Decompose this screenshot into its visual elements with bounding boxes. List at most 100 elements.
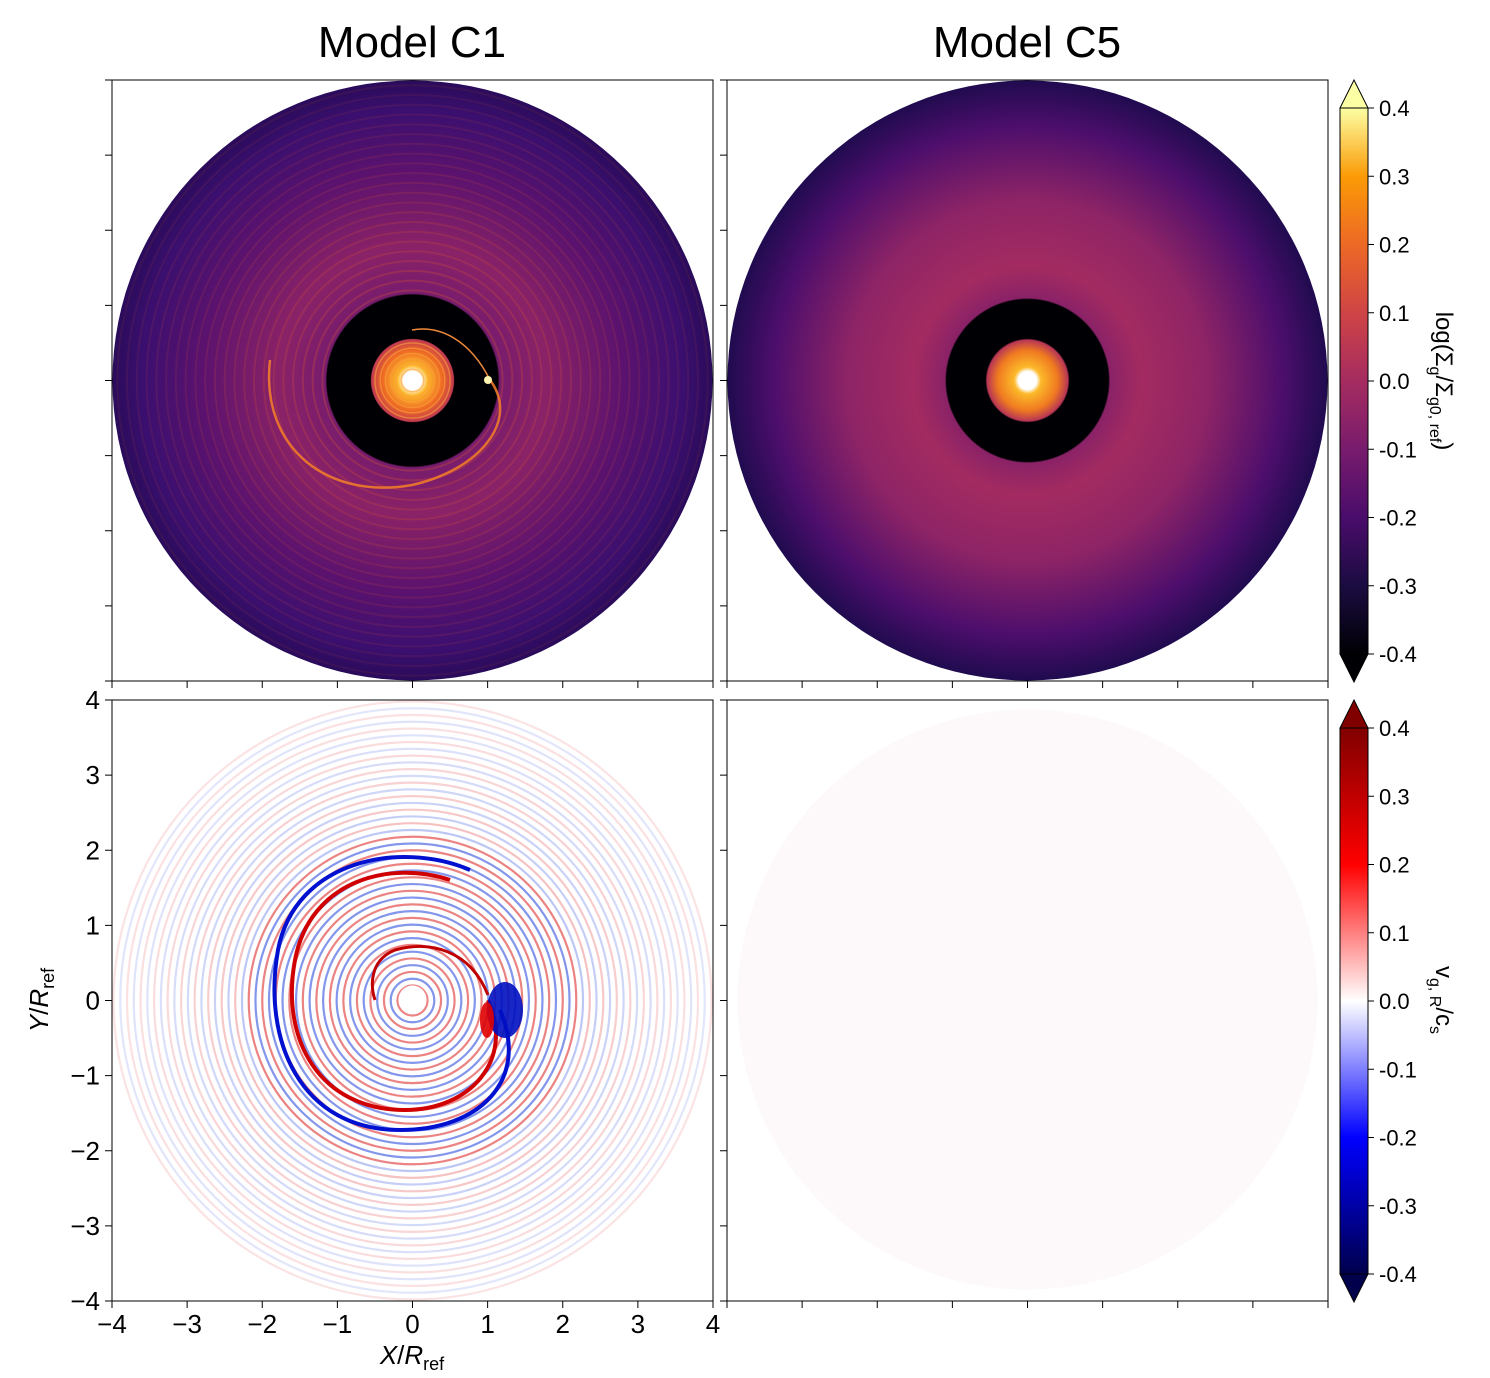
density-inner-ring [374,342,451,419]
density-inner-ring [379,347,446,414]
density-inner-ring [400,368,425,393]
colorbar-tick-label: -0.4 [1379,1262,1417,1287]
density-ring [135,103,690,658]
inner-spiral-velocity [370,944,490,1001]
density-ring [155,123,670,638]
velocity-ring [254,842,571,1159]
x-tick-label: 1 [480,1309,494,1339]
density-ring [174,142,651,619]
density-ring [272,240,553,521]
density-inner-ring [384,352,441,409]
colorbar-velocity: -0.4 -0.3 -0.2 -0.1 0.0 0.1 0.2 0.3 0.4 vg, R/cs [1339,698,1457,1304]
title-model-c1: Model C1 [317,18,507,67]
density-ring [184,152,641,609]
colorbar-tick-label: -0.4 [1379,642,1417,667]
velocity-ring [132,720,693,1281]
colorbar-density-ticks: -0.4 -0.3 -0.2 -0.1 0.0 0.1 0.2 0.3 0.4 [1368,96,1417,667]
spiral-arm-velocity-red [289,870,498,1113]
velocity-ring [294,882,531,1119]
planet-wake-red [480,1002,494,1038]
y-tick-label: −4 [70,1286,100,1316]
velocity-ring [382,970,443,1031]
x-axis-label: X/Rref [379,1340,445,1374]
velocity-ring [186,774,639,1227]
velocity-ring [159,747,666,1254]
velocity-ring [362,950,463,1051]
velocity-ring [389,977,436,1024]
x-tick-label: −1 [323,1309,353,1339]
y-axis-label: Y/Rref [24,967,58,1032]
density-ring [233,201,592,560]
density-ring [126,94,699,667]
density-ring [165,133,660,628]
disk-velocity-c5 [737,709,1318,1290]
density-inner-ring [389,357,436,404]
y-tick-label: −1 [70,1061,100,1091]
velocity-ring [369,957,456,1044]
x-tick-label: 2 [556,1309,570,1339]
velocity-ring [112,700,713,1301]
planet-wake-blue [487,982,523,1038]
y-tick-label: 0 [86,986,100,1016]
colorbar-velocity-bar [1339,727,1369,1275]
colorbar-velocity-label: vg, R/cs [1426,966,1457,1034]
inner-spiral-density-c1 [411,328,491,381]
velocity-ring [247,835,578,1166]
x-tick-label: −3 [172,1309,202,1339]
velocity-ring [139,727,686,1274]
velocity-ring [213,801,612,1200]
velocity-ring [173,761,652,1240]
density-ring [116,84,709,677]
x-tick-label: 4 [706,1309,720,1339]
colorbar-tick-label: -0.3 [1379,574,1417,599]
density-ring [311,279,514,482]
panel-velocity-c1 [111,699,714,1302]
density-ring [292,260,533,501]
velocity-ring [396,984,429,1017]
colorbar-density-label: log(Σg/Σg0, ref) [1426,312,1457,451]
velocity-ring [180,768,645,1233]
velocity-ring [288,876,537,1125]
inner-hole-velocity-c1 [398,985,427,1014]
density-inner-ring [395,363,430,398]
colorbar-tick-label: 0.4 [1379,716,1410,741]
velocity-ring [342,930,483,1071]
colorbar-tick-label: -0.2 [1379,1126,1417,1151]
disk-density-c5 [727,80,1328,681]
panel-density-c1 [111,79,714,682]
colorbar-density-extend-top [1339,78,1369,109]
colorbar-tick-label: 0.4 [1379,96,1410,121]
y-tick-label: 1 [86,910,100,940]
y-tick-label: 3 [86,760,100,790]
density-ring [301,269,524,492]
colorbar-tick-label: 0.0 [1379,989,1410,1014]
colorbar-tick-label: 0.2 [1379,853,1410,878]
velocity-ring [193,781,632,1220]
colorbar-density: -0.4 -0.3 -0.2 -0.1 0.0 0.1 0.2 0.3 0.4 log(Σg/Σ… [1339,78,1457,684]
x-tick-label: 0 [405,1309,419,1339]
velocity-ring [261,849,564,1152]
density-ring [282,250,543,511]
velocity-rings-c1 [112,700,713,1301]
colorbar-tick-label: -0.1 [1379,1057,1417,1082]
velocity-ring [376,964,449,1037]
axis-ticks: −4 −3 −2 −1 0 1 2 3 4 −4 −3 −2 −1 0 1 2 3 4 [70,79,1329,1339]
colorbar-density-bar [1339,107,1369,655]
density-ring [213,181,612,580]
colorbar-tick-label: -0.2 [1379,506,1417,531]
y-tick-label: 2 [86,835,100,865]
velocity-ring [234,822,591,1179]
x-tick-label: −2 [247,1309,277,1339]
panel-velocity-c5 [726,699,1329,1302]
colorbar-velocity-ticks: -0.4 -0.3 -0.2 -0.1 0.0 0.1 0.2 0.3 0.4 [1368,716,1417,1287]
colorbar-velocity-extend-bottom [1339,1273,1369,1304]
panel-density-c5 [726,79,1329,682]
colorbar-velocity-extend-top [1339,698,1369,729]
velocity-ring [240,828,585,1173]
velocity-ring [125,713,700,1288]
velocity-ring [220,808,605,1193]
x-tick-label: 3 [631,1309,645,1339]
velocity-ring [152,740,673,1261]
velocity-ring [119,707,706,1294]
y-tick-label: −2 [70,1136,100,1166]
